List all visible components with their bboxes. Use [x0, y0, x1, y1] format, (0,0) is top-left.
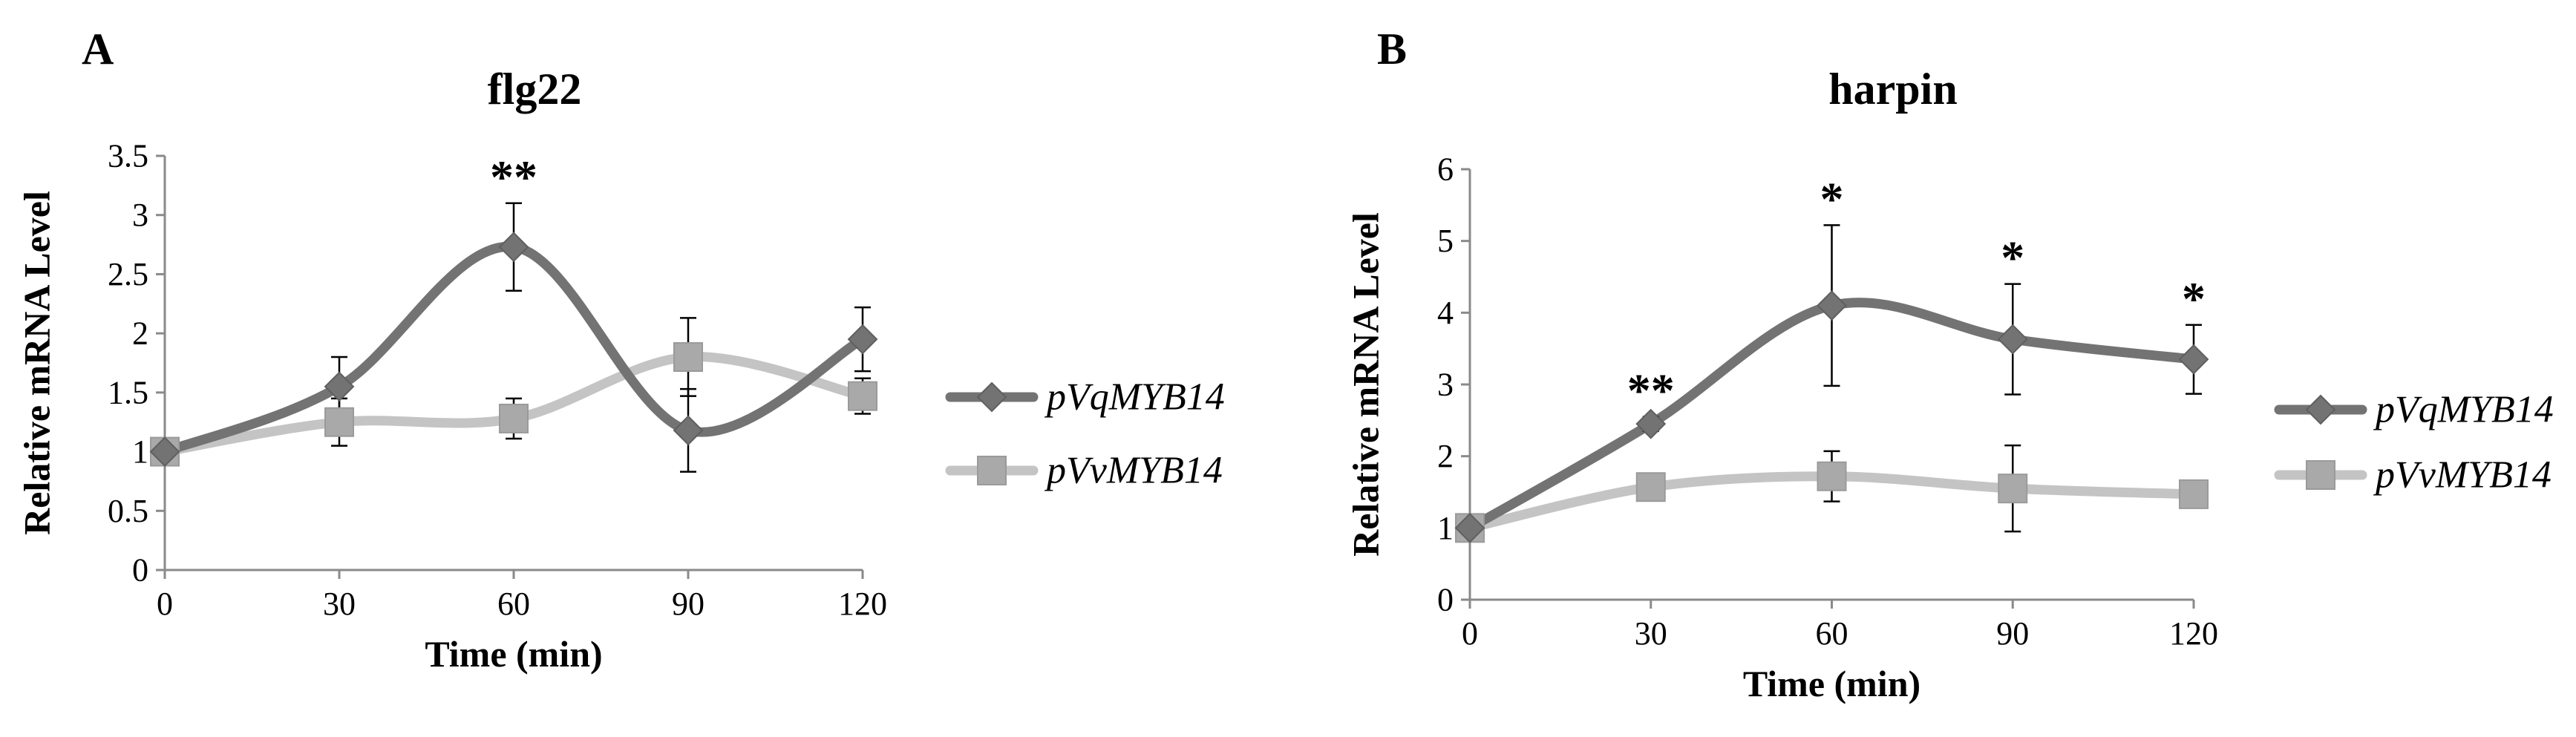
y-tick-label: 2	[132, 315, 148, 352]
data-point	[2179, 479, 2209, 509]
data-point	[848, 381, 877, 411]
legend-item: pVvMYB14	[2274, 454, 2552, 497]
data-point	[847, 324, 878, 355]
data-point	[1997, 324, 2028, 355]
x-axis-label: Time (min)	[1743, 663, 1920, 704]
significance-marker: **	[1627, 364, 1675, 417]
data-point	[149, 436, 180, 467]
legend-marker	[976, 381, 1007, 413]
x-axis-label: Time (min)	[425, 633, 602, 675]
legend-label: pVqMYB14	[2373, 389, 2554, 431]
significance-marker: **	[490, 151, 537, 203]
y-tick-label: 0.5	[108, 493, 148, 529]
y-tick-label: 0	[1437, 582, 1454, 618]
data-point	[1817, 290, 1847, 321]
x-tick-label: 0	[157, 586, 173, 622]
panel-letter: A	[82, 24, 114, 73]
x-tick-label: 60	[497, 586, 530, 622]
y-tick-label: 0	[132, 552, 148, 589]
data-point	[324, 371, 355, 402]
legend-item: pVvMYB14	[945, 450, 1223, 492]
x-tick-label: 120	[838, 586, 887, 622]
data-point	[1998, 474, 2028, 504]
legend-marker	[977, 456, 1007, 485]
data-point	[1817, 461, 1847, 491]
data-point	[498, 232, 529, 263]
legend-label: pVqMYB14	[1044, 376, 1225, 419]
x-tick-label: 120	[2169, 615, 2218, 652]
significance-marker: *	[2001, 232, 2024, 284]
data-point	[499, 403, 529, 433]
data-point	[1454, 512, 1485, 543]
significance-marker: *	[2182, 272, 2206, 325]
data-point	[1635, 472, 1666, 502]
data-point	[673, 415, 704, 446]
legend-marker	[2305, 394, 2336, 425]
y-tick-label: 1	[132, 433, 148, 470]
chart-title: flg22	[488, 65, 582, 114]
legend-marker	[2306, 460, 2335, 490]
y-tick-label: 6	[1437, 151, 1454, 188]
panel-letter: B	[1377, 24, 1407, 73]
x-tick-label: 60	[1816, 615, 1848, 652]
x-tick-label: 90	[1996, 615, 2029, 652]
y-tick-label: 2.5	[108, 256, 148, 292]
legend-label: pVvMYB14	[2373, 454, 2552, 497]
y-axis-label: Relative mRNA Level	[16, 191, 57, 535]
x-tick-label: 30	[323, 586, 356, 622]
data-point	[1635, 408, 1667, 439]
x-tick-label: 0	[1462, 615, 1478, 652]
legend-label: pVvMYB14	[1044, 450, 1223, 492]
y-tick-label: 3	[132, 197, 148, 233]
y-tick-label: 2	[1437, 438, 1454, 474]
y-axis-label: Relative mRNA Level	[1344, 212, 1386, 557]
y-tick-label: 1	[1437, 510, 1454, 546]
data-point	[673, 342, 703, 373]
x-tick-label: 30	[1635, 615, 1667, 652]
chart-title: harpin	[1828, 65, 1957, 114]
y-tick-label: 4	[1437, 295, 1454, 331]
y-tick-label: 3.5	[108, 138, 148, 174]
significance-marker: *	[1820, 172, 1844, 225]
data-point	[2178, 344, 2209, 375]
y-tick-label: 1.5	[108, 374, 148, 410]
y-tick-label: 3	[1437, 367, 1454, 403]
data-point	[324, 407, 354, 437]
x-tick-label: 90	[672, 586, 705, 622]
y-tick-label: 5	[1437, 223, 1454, 259]
legend-item: pVqMYB14	[945, 376, 1225, 419]
legend-item: pVqMYB14	[2274, 389, 2554, 431]
